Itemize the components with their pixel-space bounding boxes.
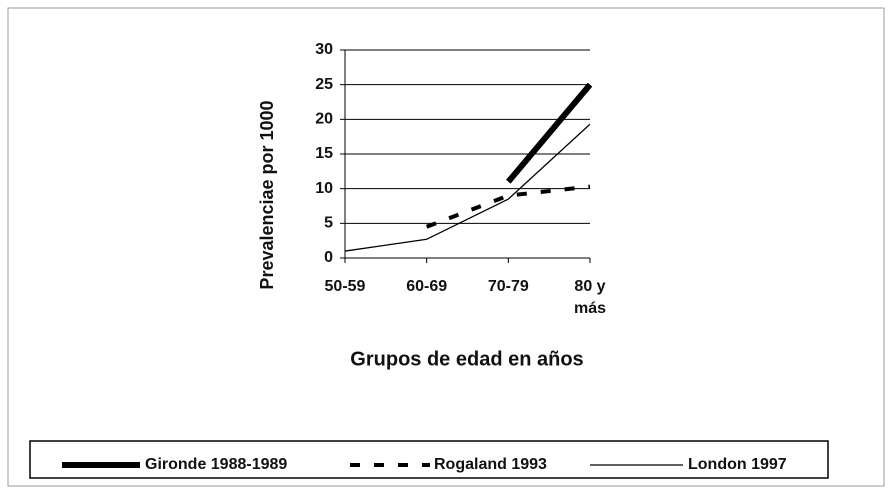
legend-label: Gironde 1988-1989 xyxy=(145,456,287,473)
y-tick-label: 25 xyxy=(315,76,333,93)
x-tick-label: 70-79 xyxy=(487,278,529,295)
series-line xyxy=(425,184,591,229)
y-tick-label: 15 xyxy=(315,145,333,162)
y-tick-label: 20 xyxy=(315,111,333,128)
y-tick-label: 10 xyxy=(315,180,333,197)
y-tick-label: 30 xyxy=(315,41,333,58)
legend-label: London 1997 xyxy=(688,456,787,473)
series-line xyxy=(506,82,593,184)
x-axis-label: Grupos de edad en años xyxy=(350,348,583,370)
x-tick-label: 80 y más xyxy=(573,278,607,317)
y-tick-label: 5 xyxy=(324,215,333,232)
legend-label: Rogaland 1993 xyxy=(434,456,547,473)
x-tick-label: 50-59 xyxy=(324,278,366,295)
series-line xyxy=(344,123,591,252)
legend-box xyxy=(29,440,829,479)
y-axis-label: Prevalenciae por 1000 xyxy=(257,100,277,289)
frame xyxy=(7,7,885,487)
y-tick-label: 0 xyxy=(324,249,333,266)
x-tick-label: 60-69 xyxy=(406,278,448,295)
